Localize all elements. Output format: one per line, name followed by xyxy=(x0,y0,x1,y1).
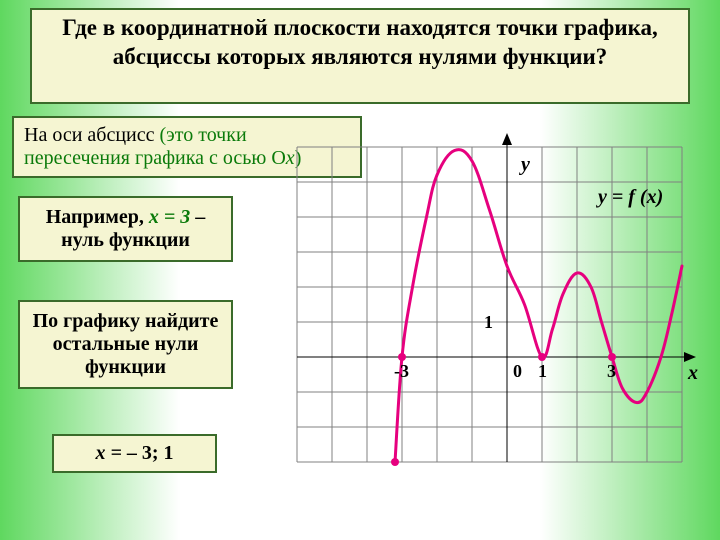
info-l1a: На оси абсцисс xyxy=(24,124,160,146)
answer-box: x = – 3; 1 xyxy=(52,434,217,473)
example-prefix: Например, xyxy=(46,206,149,228)
example-green: х = 3 xyxy=(149,206,190,228)
title-text: Где в координатной плоскости находятся т… xyxy=(40,14,680,72)
svg-text:0: 0 xyxy=(513,361,522,381)
svg-text:х: х xyxy=(687,362,698,384)
svg-text:-3: -3 xyxy=(394,361,409,381)
function-chart: ух011-33у = f (x) xyxy=(280,130,710,495)
svg-text:у: у xyxy=(519,154,530,176)
svg-text:1: 1 xyxy=(484,312,493,332)
answer-lhs: x = xyxy=(95,442,126,464)
task-l3: функции xyxy=(85,356,166,378)
svg-text:у = f (x): у = f (x) xyxy=(596,186,663,208)
info-l2: пересечения графика с осью О xyxy=(24,147,286,169)
example-l2: нуль функции xyxy=(61,229,190,251)
svg-text:3: 3 xyxy=(607,361,616,381)
svg-text:1: 1 xyxy=(538,361,547,381)
task-box: По графику найдите остальные нули функци… xyxy=(18,300,233,389)
info-l1b: (это точки xyxy=(160,124,247,146)
example-box: Например, х = 3 – нуль функции xyxy=(18,196,233,262)
title-box: Где в координатной плоскости находятся т… xyxy=(30,8,690,104)
answer-rhs: – 3; 1 xyxy=(127,442,174,464)
example-dash: – xyxy=(190,206,205,228)
task-l1: По графику найдите xyxy=(33,310,219,332)
task-l2: остальные нули xyxy=(53,333,199,355)
